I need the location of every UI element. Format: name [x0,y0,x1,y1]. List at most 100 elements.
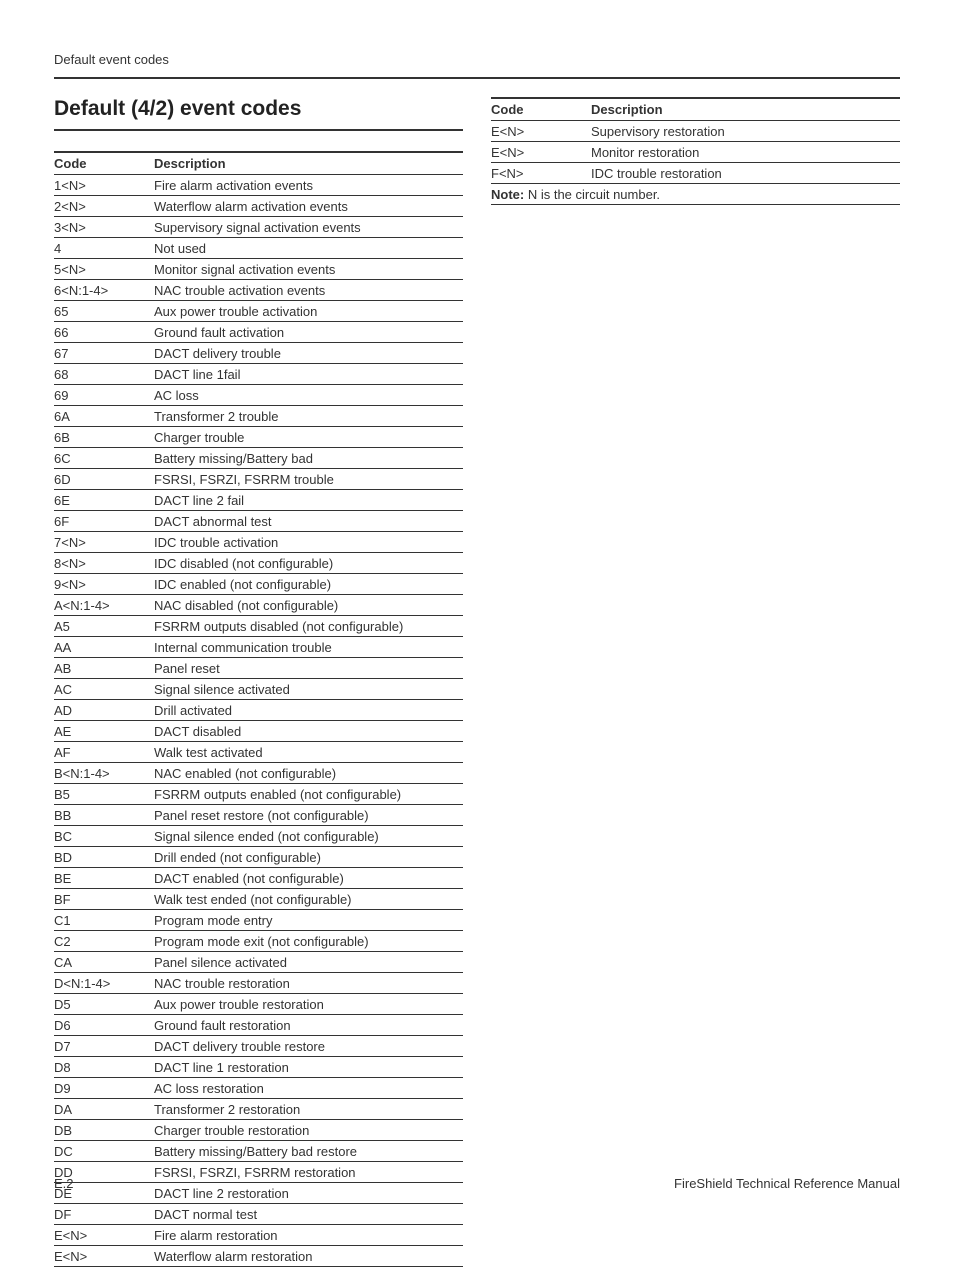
footer-manual-title: FireShield Technical Reference Manual [674,1176,900,1191]
col-header-description: Description [154,152,463,175]
left-column: Default (4/2) event codes Code Descripti… [54,97,463,1267]
table-row: 6CBattery missing/Battery bad [54,448,463,469]
cell-description: Walk test activated [154,742,463,763]
cell-description: DACT line 1 restoration [154,1057,463,1078]
table-note-cell: Note: N is the circuit number. [491,184,900,205]
cell-code: D6 [54,1015,154,1036]
table-row: BFWalk test ended (not configurable) [54,889,463,910]
cell-description: Transformer 2 restoration [154,1099,463,1120]
table-row: D8DACT line 1 restoration [54,1057,463,1078]
cell-description: IDC trouble restoration [591,163,900,184]
cell-code: B5 [54,784,154,805]
cell-code: AF [54,742,154,763]
section-title-rule [54,129,463,131]
table-row: ADDrill activated [54,700,463,721]
table-row: BCSignal silence ended (not configurable… [54,826,463,847]
cell-code: B<N:1-4> [54,763,154,784]
col-header-code: Code [54,152,154,175]
event-codes-table-right: Code Description E<N>Supervisory restora… [491,97,900,205]
table-row: BBPanel reset restore (not configurable) [54,805,463,826]
table-row: 6FDACT abnormal test [54,511,463,532]
cell-code: D9 [54,1078,154,1099]
cell-code: BE [54,868,154,889]
table-row: 67DACT delivery trouble [54,343,463,364]
table-row: B<N:1-4>NAC enabled (not configurable) [54,763,463,784]
cell-code: 68 [54,364,154,385]
table-row: D6Ground fault restoration [54,1015,463,1036]
cell-description: Charger trouble restoration [154,1120,463,1141]
cell-code: AC [54,679,154,700]
cell-code: E<N> [491,121,591,142]
cell-code: 6D [54,469,154,490]
cell-description: Ground fault activation [154,322,463,343]
cell-description: DACT normal test [154,1204,463,1225]
right-column: Code Description E<N>Supervisory restora… [491,97,900,205]
cell-code: DC [54,1141,154,1162]
cell-description: Panel reset [154,658,463,679]
cell-description: Charger trouble [154,427,463,448]
cell-description: Ground fault restoration [154,1015,463,1036]
cell-code: AD [54,700,154,721]
cell-description: Panel silence activated [154,952,463,973]
table-row: DATransformer 2 restoration [54,1099,463,1120]
table-header-row: Code Description [491,98,900,121]
cell-code: 1<N> [54,175,154,196]
cell-description: Drill activated [154,700,463,721]
header-rule [54,77,900,79]
cell-description: Supervisory signal activation events [154,217,463,238]
cell-code: 66 [54,322,154,343]
section-title: Default (4/2) event codes [54,97,463,121]
cell-description: Walk test ended (not configurable) [154,889,463,910]
cell-description: DACT disabled [154,721,463,742]
footer-page-number: E.2 [54,1176,74,1191]
table-row: 1<N>Fire alarm activation events [54,175,463,196]
table-header-row: Code Description [54,152,463,175]
cell-code: E<N> [491,142,591,163]
table-row: 6ATransformer 2 trouble [54,406,463,427]
table-row: E<N>Fire alarm restoration [54,1225,463,1246]
table-row: A<N:1-4>NAC disabled (not configurable) [54,595,463,616]
cell-description: DACT line 2 fail [154,490,463,511]
cell-description: Aux power trouble restoration [154,994,463,1015]
table-row: AAInternal communication trouble [54,637,463,658]
event-codes-table-left: Code Description 1<N>Fire alarm activati… [54,151,463,1267]
cell-description: NAC enabled (not configurable) [154,763,463,784]
cell-description: Supervisory restoration [591,121,900,142]
table-row: 68DACT line 1fail [54,364,463,385]
cell-code: AB [54,658,154,679]
table-row: A5FSRRM outputs disabled (not configurab… [54,616,463,637]
two-column-layout: Default (4/2) event codes Code Descripti… [54,97,900,1267]
cell-code: 6B [54,427,154,448]
table-row: E<N>Supervisory restoration [491,121,900,142]
table-note-row: Note: N is the circuit number. [491,184,900,205]
cell-description: DACT enabled (not configurable) [154,868,463,889]
cell-description: Aux power trouble activation [154,301,463,322]
cell-code: A<N:1-4> [54,595,154,616]
cell-code: 6A [54,406,154,427]
cell-description: Battery missing/Battery bad [154,448,463,469]
table-row: 5<N>Monitor signal activation events [54,259,463,280]
cell-description: IDC disabled (not configurable) [154,553,463,574]
note-label: Note: [491,187,524,202]
cell-code: BC [54,826,154,847]
table-row: CAPanel silence activated [54,952,463,973]
table-row: 9<N>IDC enabled (not configurable) [54,574,463,595]
cell-code: 6E [54,490,154,511]
cell-description: NAC trouble restoration [154,973,463,994]
cell-description: IDC enabled (not configurable) [154,574,463,595]
table-row: 3<N>Supervisory signal activation events [54,217,463,238]
table-row: 65Aux power trouble activation [54,301,463,322]
cell-description: FSRRM outputs disabled (not configurable… [154,616,463,637]
cell-code: DB [54,1120,154,1141]
cell-description: Transformer 2 trouble [154,406,463,427]
cell-code: BD [54,847,154,868]
cell-description: AC loss restoration [154,1078,463,1099]
table-row: D5Aux power trouble restoration [54,994,463,1015]
table-row: 6EDACT line 2 fail [54,490,463,511]
table-row: D7DACT delivery trouble restore [54,1036,463,1057]
table-row: 7<N>IDC trouble activation [54,532,463,553]
running-head: Default event codes [54,52,900,67]
table-row: B5FSRRM outputs enabled (not configurabl… [54,784,463,805]
cell-code: 6F [54,511,154,532]
cell-code: E<N> [54,1225,154,1246]
